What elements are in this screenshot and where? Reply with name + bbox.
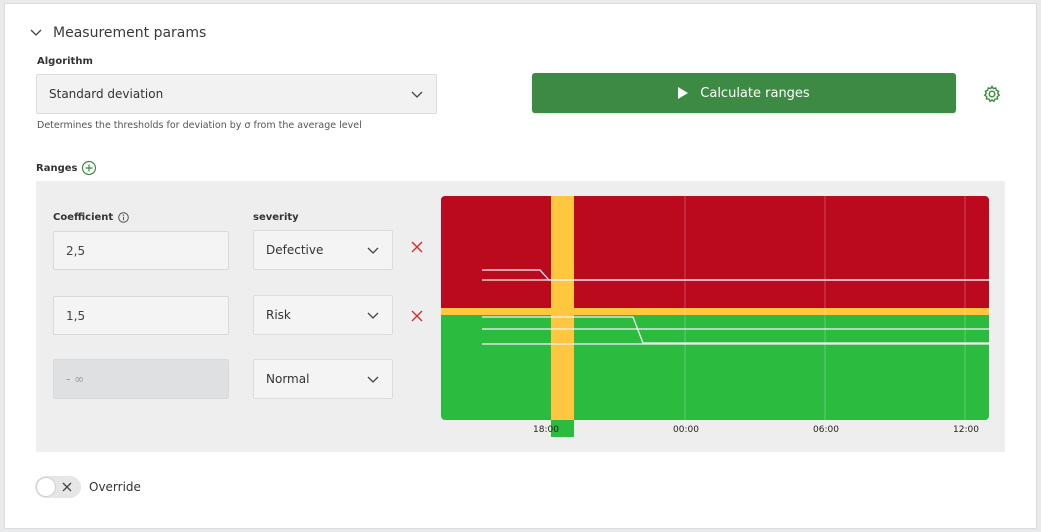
severity-selected-value: Risk [266, 308, 291, 322]
section-title: Measurement params [53, 25, 207, 41]
x-tick-label: 00:00 [673, 425, 699, 435]
play-icon [678, 87, 689, 99]
chevron-down-icon[interactable] [29, 26, 43, 40]
coefficient-header: Coefficient [53, 212, 129, 223]
lower-threshold-line-1 [482, 316, 989, 344]
severity-selected-value: Normal [266, 372, 310, 386]
zone-risk [441, 308, 989, 315]
calculate-ranges-button[interactable]: Calculate ranges [532, 73, 956, 113]
chevron-down-icon [410, 87, 424, 101]
gear-icon[interactable] [982, 84, 1002, 104]
time-highlight[interactable] [551, 196, 574, 420]
time-highlight-tab [551, 420, 574, 437]
delete-range-icon[interactable] [410, 240, 424, 254]
ranges-label: Ranges [36, 162, 78, 174]
zone-defective [441, 196, 989, 308]
algorithm-label: Algorithm [37, 56, 93, 67]
algorithm-hint: Determines the thresholds for deviation … [37, 120, 362, 131]
severity-select[interactable]: Defective [253, 230, 393, 270]
info-icon[interactable] [118, 212, 129, 223]
ranges-header: Ranges [36, 160, 97, 176]
coefficient-input[interactable]: 1,5 [53, 296, 229, 335]
calculate-ranges-label: Calculate ranges [700, 85, 810, 101]
severity-selected-value: Defective [266, 243, 324, 257]
grid-lines [684, 196, 966, 420]
severity-header: severity [253, 212, 299, 223]
algorithm-select[interactable]: Standard deviation [36, 74, 437, 114]
x-tick-label: 18:00 [533, 425, 559, 435]
add-range-icon[interactable] [81, 160, 97, 176]
severity-header-label: severity [253, 212, 299, 223]
threshold-lines [482, 269, 989, 345]
severity-select[interactable]: Normal [253, 359, 393, 399]
zone-normal [441, 315, 989, 420]
x-tick-label: 06:00 [813, 425, 839, 435]
delete-range-icon[interactable] [410, 309, 424, 323]
ranges-chart: 18:00 00:00 06:00 12:00 [441, 196, 989, 437]
coefficient-input[interactable]: 2,5 [53, 231, 229, 270]
x-axis-ticks: 18:00 00:00 06:00 12:00 [533, 425, 979, 435]
severity-select[interactable]: Risk [253, 295, 393, 335]
chevron-down-icon [366, 372, 380, 386]
override-toggle[interactable] [35, 476, 81, 498]
coefficient-header-label: Coefficient [53, 212, 114, 223]
toggle-knob [36, 477, 56, 497]
override-label: Override [89, 480, 141, 494]
section-header[interactable]: Measurement params [29, 22, 206, 44]
chevron-down-icon [366, 308, 380, 322]
chevron-down-icon [366, 243, 380, 257]
coefficient-input-disabled: - ∞ [53, 359, 229, 399]
close-icon [62, 482, 72, 492]
override-toggle-group: Override [35, 476, 141, 498]
x-tick-label: 12:00 [953, 425, 979, 435]
algorithm-selected-value: Standard deviation [49, 87, 164, 101]
